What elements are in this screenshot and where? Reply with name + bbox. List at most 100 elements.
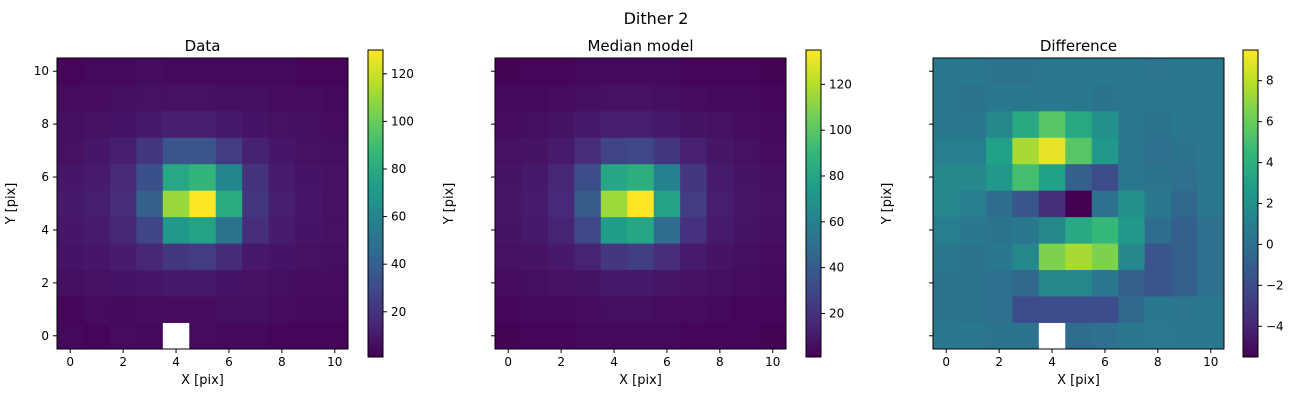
heatmap-cell — [627, 190, 655, 218]
x-tick-label: 0 — [66, 355, 74, 369]
heatmap-cell — [600, 58, 628, 85]
colorbar-tick-label: 6 — [1266, 115, 1274, 129]
x-tick-label: 2 — [119, 355, 127, 369]
heatmap-cell — [933, 110, 960, 138]
heatmap-cell — [1065, 296, 1093, 323]
heatmap-cell — [1012, 58, 1040, 85]
heatmap-cell — [321, 243, 349, 271]
heatmap-cell — [706, 322, 734, 350]
heatmap-cell — [706, 58, 734, 85]
heatmap-cell — [627, 84, 655, 112]
y-tick-label: 0 — [41, 329, 49, 343]
heatmap-cell — [1171, 58, 1198, 85]
heatmap-cell — [1065, 243, 1093, 271]
heatmap-cell — [1091, 216, 1119, 244]
heatmap-cell — [268, 269, 296, 297]
heatmap-cell — [733, 163, 760, 191]
heatmap-cell — [985, 296, 1013, 323]
heatmap-cell — [521, 269, 549, 297]
heatmap-cell — [1012, 243, 1040, 271]
heatmap-cell — [215, 296, 243, 323]
heatmap-cell — [1012, 190, 1040, 218]
heatmap-cell — [521, 322, 549, 350]
heatmap-cell — [1144, 216, 1172, 244]
heatmap-cell — [215, 58, 243, 85]
colorbar-tick-label: 2 — [1266, 197, 1274, 211]
heatmap-cell — [162, 137, 190, 165]
heatmap-cell — [653, 163, 681, 191]
axes-frame — [494, 57, 787, 350]
x-tick-label: 4 — [610, 355, 618, 369]
heatmap-cell — [959, 137, 987, 165]
heatmap-cell — [733, 269, 760, 297]
heatmap-cell — [1012, 269, 1040, 297]
heatmap-cell — [83, 163, 111, 191]
heatmap-cell — [136, 110, 164, 138]
heatmap-cell — [1091, 163, 1119, 191]
heatmap-cell — [1038, 137, 1066, 165]
heatmap-cell — [759, 163, 787, 191]
heatmap-cell — [215, 84, 243, 112]
heatmap-cell — [680, 163, 708, 191]
colorbar-tick-label: −4 — [1266, 319, 1284, 333]
heatmap-cell — [933, 190, 960, 218]
heatmap-cell — [1118, 190, 1146, 218]
heatmap-cell — [136, 190, 164, 218]
panel-title: Median model — [587, 37, 693, 55]
heatmap-cell — [136, 84, 164, 112]
heatmap-cell — [1091, 137, 1119, 165]
heatmap-cell — [759, 296, 787, 323]
heatmap-cell — [706, 110, 734, 138]
heatmap-cell — [733, 84, 760, 112]
colorbar-tick-label: 60 — [829, 215, 844, 229]
heatmap-cell — [295, 296, 322, 323]
heatmap-cell — [600, 163, 628, 191]
heatmap-cell — [1197, 163, 1225, 191]
heatmap-cell — [295, 163, 322, 191]
heatmap-cell — [680, 190, 708, 218]
x-tick-label: 10 — [1203, 355, 1218, 369]
heatmap-cell — [1118, 163, 1146, 191]
heatmap-cell — [706, 296, 734, 323]
heatmap-cell — [574, 216, 602, 244]
heatmap-cell — [268, 84, 296, 112]
heatmap-cell — [547, 216, 575, 244]
heatmap-cell — [295, 243, 322, 271]
heatmap-cell — [495, 84, 522, 112]
heatmap-cell — [242, 243, 270, 271]
heatmap-cell — [215, 269, 243, 297]
heatmap-cell — [242, 163, 270, 191]
heatmap-cell — [57, 216, 84, 244]
heatmap-cell — [959, 296, 987, 323]
heatmap-cell — [189, 269, 217, 297]
heatmap-cell — [109, 58, 137, 85]
heatmap-cell — [653, 137, 681, 165]
heatmap-cell — [242, 190, 270, 218]
heatmap-cell — [627, 58, 655, 85]
heatmap-cell — [653, 216, 681, 244]
axes-frame — [56, 57, 349, 350]
heatmap-cell — [1091, 269, 1119, 297]
heatmap-cell — [109, 322, 137, 350]
heatmap-cell — [109, 137, 137, 165]
x-tick-label: 0 — [942, 355, 950, 369]
heatmap-cell — [109, 269, 137, 297]
heatmap-cell — [600, 190, 628, 218]
heatmap-cell — [574, 243, 602, 271]
heatmap-cell — [1091, 243, 1119, 271]
heatmap-cell — [627, 243, 655, 271]
heatmap-cell — [985, 243, 1013, 271]
heatmap-cell — [1197, 216, 1225, 244]
heatmap-cell — [1197, 137, 1225, 165]
heatmap-cell — [959, 216, 987, 244]
colorbar-tick-label: 40 — [829, 261, 844, 275]
panel-title: Difference — [1040, 37, 1117, 55]
heatmap-cell — [162, 269, 190, 297]
heatmap-cell — [57, 322, 84, 350]
heatmap-cell — [985, 216, 1013, 244]
heatmap-cell — [706, 269, 734, 297]
heatmap-cell — [1171, 243, 1198, 271]
x-axis-label: X [pix] — [619, 373, 662, 388]
heatmap-cell — [600, 269, 628, 297]
y-axis-label: Y [pix] — [880, 183, 895, 226]
